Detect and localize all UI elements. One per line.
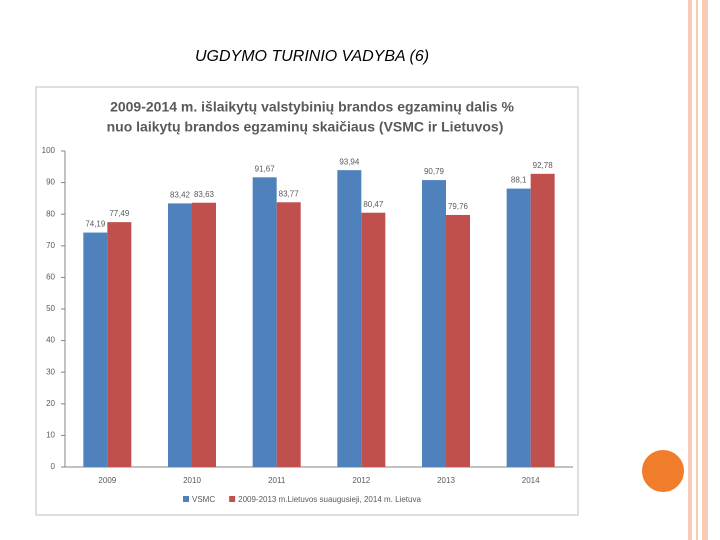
y-tick-label: 100 [42, 146, 56, 155]
value-label: 74,19 [85, 220, 106, 229]
value-label: 93,94 [339, 157, 360, 166]
y-tick-label: 80 [46, 209, 55, 218]
stripe [702, 0, 708, 540]
x-tick-label: 2011 [268, 476, 286, 485]
y-tick-label: 40 [46, 336, 55, 345]
y-tick-label: 60 [46, 273, 55, 282]
legend-label: 2009-2013 m.Lietuvos suaugusieji, 2014 m… [238, 495, 421, 504]
value-label: 90,79 [424, 167, 445, 176]
value-label: 79,76 [448, 202, 469, 211]
x-tick-label: 2012 [352, 476, 370, 485]
y-tick-label: 20 [46, 399, 55, 408]
value-label: 83,77 [279, 189, 300, 198]
bar [107, 222, 132, 467]
x-tick-label: 2014 [522, 476, 540, 485]
y-tick-label: 10 [46, 431, 55, 440]
x-tick-label: 2010 [183, 476, 201, 485]
decor-circle [640, 448, 686, 494]
bar [530, 173, 555, 468]
bar [252, 177, 277, 467]
bar [276, 202, 301, 467]
value-label: 83,42 [170, 191, 191, 200]
slide-title: UGDYMO TURINIO VADYBA (6) [195, 48, 429, 65]
value-label: 77,49 [109, 209, 130, 218]
y-tick-label: 50 [46, 304, 55, 313]
bar [83, 232, 108, 467]
legend-swatch [183, 496, 189, 502]
bar [168, 203, 192, 467]
y-tick-label: 0 [51, 462, 56, 471]
y-tick-label: 30 [46, 367, 55, 376]
x-tick-label: 2009 [98, 476, 116, 485]
y-tick-label: 70 [46, 241, 55, 250]
value-label: 92,78 [533, 161, 554, 170]
bar [446, 214, 470, 467]
legend-label: VSMC [192, 495, 215, 504]
bar [337, 170, 362, 467]
value-label: 80,47 [363, 200, 384, 209]
stripe [696, 0, 698, 540]
bar [361, 212, 386, 467]
value-label: 91,67 [255, 164, 276, 173]
legend-swatch [229, 496, 236, 502]
bar [192, 202, 216, 468]
value-label: 83,63 [194, 190, 215, 199]
chart-title: nuo laikytų brandos egzaminų skaičiaus (… [107, 119, 504, 135]
bar [506, 188, 531, 467]
value-label: 88,1 [511, 176, 527, 185]
y-tick-label: 90 [46, 178, 55, 187]
bar [422, 180, 446, 467]
x-tick-label: 2013 [437, 476, 455, 485]
chart-title: 2009-2014 m. išlaikytų valstybinių brand… [110, 99, 514, 115]
stripe [688, 0, 692, 540]
